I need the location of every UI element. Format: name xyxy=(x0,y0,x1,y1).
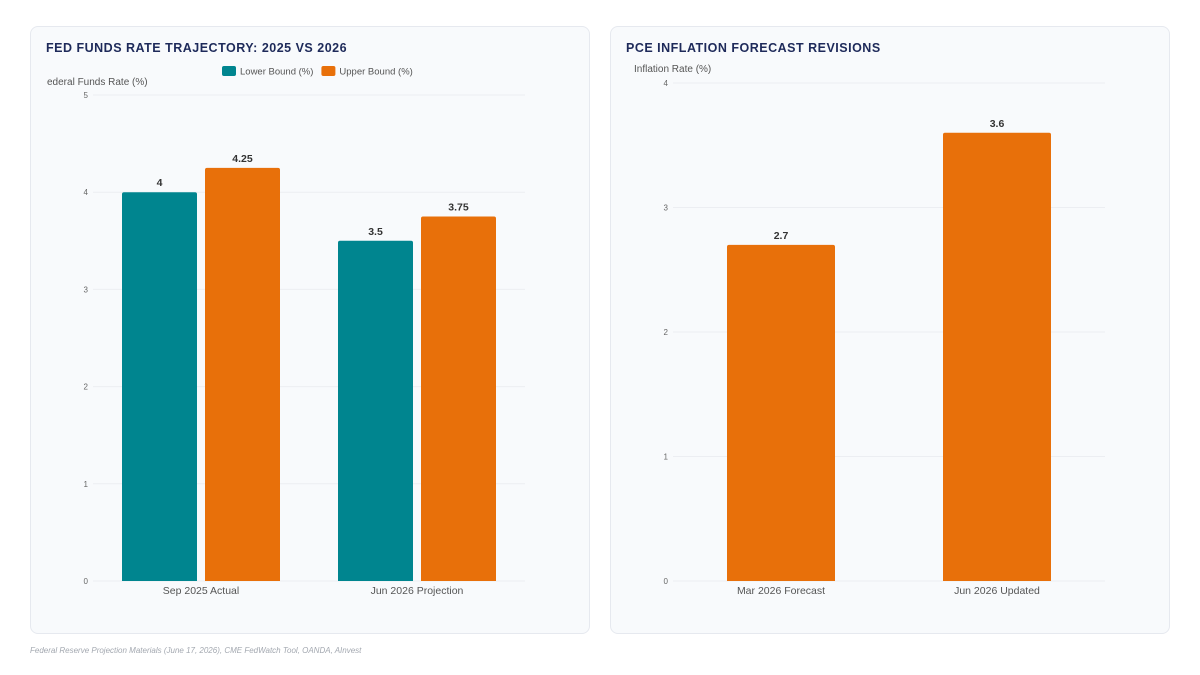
fed-bar-lower-2 xyxy=(338,240,413,582)
pce-category-label: Jun 2026 Updated xyxy=(954,585,1040,597)
fed-category-label: Sep 2025 Actual xyxy=(163,585,239,597)
fed-bar-upper-2 xyxy=(421,216,496,581)
fed-bar-upper-1 xyxy=(205,167,280,581)
fed-category-label: Jun 2026 Projection xyxy=(371,585,464,597)
pce-inflation-chart-title: PCE INFLATION FORECAST REVISIONS xyxy=(626,41,881,55)
fed-y-axis-title: ederal Funds Rate (%) xyxy=(47,77,148,88)
pce-data-label: 3.6 xyxy=(990,118,1005,130)
pce-bar-2 xyxy=(943,132,1051,582)
fed-y-tick-label: 3 xyxy=(84,285,89,294)
fed-legend-swatch xyxy=(222,66,236,76)
fed-data-label: 3.5 xyxy=(368,226,383,238)
fed-y-tick-label: 2 xyxy=(84,383,89,392)
fed-data-label: 3.75 xyxy=(448,202,469,214)
pce-bar-1 xyxy=(727,244,835,581)
pce-y-tick-label: 1 xyxy=(664,453,669,462)
fed-y-tick-label: 4 xyxy=(84,188,89,197)
fed-legend-swatch xyxy=(321,66,336,76)
fed-y-tick-label: 1 xyxy=(84,480,89,489)
fed-legend-label: Lower Bound (%) xyxy=(240,67,313,78)
pce-data-label: 2.7 xyxy=(774,230,789,242)
fed-data-label: 4 xyxy=(157,177,163,189)
pce-y-tick-label: 3 xyxy=(664,204,669,213)
fed-funds-chart-title: FED FUNDS RATE TRAJECTORY: 2025 VS 2026 xyxy=(46,41,348,55)
source-note: Federal Reserve Projection Materials (Ju… xyxy=(30,646,362,655)
fed-bar-lower-1 xyxy=(122,192,197,581)
fed-data-label: 4.25 xyxy=(232,153,253,165)
pce-y-tick-label: 2 xyxy=(664,328,669,337)
pce-inflation-bar-chart: 0 1 2 3 4 Inflation Rate (%) 2.7 Mar 2026 Forec… xyxy=(634,64,1105,597)
fed-funds-bar-chart: 0 1 2 3 4 5 ederal Funds Rate (%) 4 4.25 Sep 2025… xyxy=(47,66,525,597)
pce-y-tick-label: 0 xyxy=(664,577,669,586)
pce-y-axis-title: Inflation Rate (%) xyxy=(634,64,711,75)
fed-y-tick-label: 5 xyxy=(84,91,89,100)
pce-y-tick-label: 4 xyxy=(664,79,669,88)
fed-funds-chart-card: FED FUNDS RATE TRAJECTORY: 2025 VS 2026 … xyxy=(30,26,590,634)
fed-legend-label: Upper Bound (%) xyxy=(339,67,412,78)
fed-y-tick-label: 0 xyxy=(84,577,89,586)
pce-category-label: Mar 2026 Forecast xyxy=(737,585,825,597)
pce-inflation-chart-card: PCE INFLATION FORECAST REVISIONS 0 1 2 3 4 In… xyxy=(610,26,1170,634)
